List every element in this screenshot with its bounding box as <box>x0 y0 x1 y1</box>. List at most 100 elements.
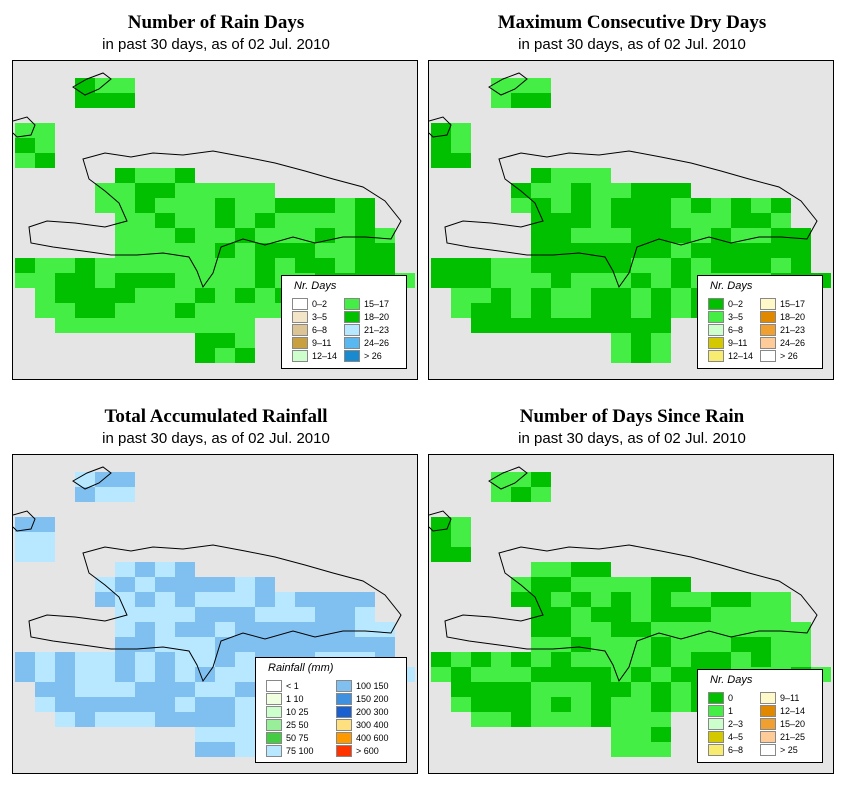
grid-cell <box>195 348 215 363</box>
grid-cell <box>531 198 551 213</box>
grid-cell <box>531 712 551 727</box>
grid-cell <box>135 273 155 288</box>
grid-cell <box>335 637 355 652</box>
grid-cell <box>315 258 335 273</box>
grid-cell <box>235 258 255 273</box>
legend-label: 6–8 <box>312 325 328 335</box>
grid-cell <box>791 228 811 243</box>
grid-cell <box>215 288 235 303</box>
grid-cell <box>731 213 751 228</box>
grid-cell <box>255 213 275 228</box>
grid-cell <box>591 592 611 607</box>
grid-cell <box>771 213 791 228</box>
grid-cell <box>115 667 135 682</box>
grid-cell <box>591 712 611 727</box>
grid-cell <box>511 78 531 93</box>
grid-cell <box>511 667 531 682</box>
grid-cell <box>275 198 295 213</box>
legend: Rainfall (mm) < 1 1 10 10 25 25 50 50 75 75 1… <box>255 657 407 763</box>
grid-cell <box>315 198 335 213</box>
grid-cell <box>651 682 671 697</box>
legend-swatch <box>266 706 282 718</box>
grid-cell <box>355 592 375 607</box>
grid-cell <box>355 622 375 637</box>
grid-cell <box>451 517 471 532</box>
grid-cell <box>195 637 215 652</box>
grid-cell <box>75 487 95 502</box>
grid-cell <box>155 652 175 667</box>
grid-cell <box>471 273 491 288</box>
grid-cell <box>631 727 651 742</box>
grid-cell <box>155 228 175 243</box>
panel-rain-days: Number of Rain Days in past 30 days, as … <box>12 0 420 383</box>
grid-cell <box>215 333 235 348</box>
grid-cell <box>215 742 235 757</box>
grid-cell <box>531 487 551 502</box>
grid-cell <box>155 667 175 682</box>
grid-cell <box>651 288 671 303</box>
grid-cell <box>115 303 135 318</box>
grid-cell <box>671 607 691 622</box>
grid-cell <box>55 258 75 273</box>
grid-cell <box>55 682 75 697</box>
grid-cell <box>531 637 551 652</box>
grid-cell <box>651 273 671 288</box>
grid-cell <box>651 637 671 652</box>
grid-cell <box>551 637 571 652</box>
legend-swatch <box>760 350 776 362</box>
grid-cell <box>335 607 355 622</box>
grid-cell <box>75 712 95 727</box>
grid-cell <box>551 577 571 592</box>
grid-cell <box>155 198 175 213</box>
grid-cell <box>195 742 215 757</box>
grid-cell <box>235 303 255 318</box>
grid-cell <box>771 243 791 258</box>
grid-cell <box>255 228 275 243</box>
legend-swatch <box>336 732 352 744</box>
legend-label: 2–3 <box>728 719 744 729</box>
island-outline <box>28 150 402 289</box>
grid-cell <box>551 303 571 318</box>
grid-cell <box>491 258 511 273</box>
grid-cell <box>55 667 75 682</box>
legend-swatch <box>344 324 360 336</box>
grid-cell <box>511 472 531 487</box>
grid-cell <box>611 318 631 333</box>
grid-cell <box>115 183 135 198</box>
grid-cell <box>631 682 651 697</box>
grid-cell <box>75 288 95 303</box>
grid-cell <box>611 213 631 228</box>
grid-cell <box>431 258 451 273</box>
legend-swatch <box>708 718 724 730</box>
map-days-since-rain: Nr. Days 0 1 2–3 4–5 6–8 9–11 12–14 15–20 21–25 >… <box>428 454 834 774</box>
grid-cell <box>195 697 215 712</box>
grid-cell <box>791 652 811 667</box>
grid-cell <box>511 712 531 727</box>
panel-title: Number of Rain Days <box>127 12 305 33</box>
legend-label: 0–2 <box>312 299 328 309</box>
grid-cell <box>175 168 195 183</box>
grid-cell <box>531 273 551 288</box>
grid-cell <box>611 333 631 348</box>
grid-cell <box>691 622 711 637</box>
grid-cell <box>491 652 511 667</box>
legend-label: 24–26 <box>364 338 390 348</box>
grid-cell <box>195 183 215 198</box>
grid-cell <box>791 637 811 652</box>
grid-cell <box>255 288 275 303</box>
grid-cell <box>195 303 215 318</box>
grid-cell <box>195 622 215 637</box>
grid-cell <box>631 742 651 757</box>
grid-cell <box>135 577 155 592</box>
legend-swatch <box>344 350 360 362</box>
grid-cell <box>95 592 115 607</box>
grid-cell <box>711 637 731 652</box>
grid-cell <box>591 303 611 318</box>
grid-cell <box>375 243 395 258</box>
grid-cell <box>571 318 591 333</box>
grid-cell <box>215 712 235 727</box>
grid-cell <box>135 183 155 198</box>
grid-cell <box>135 243 155 258</box>
grid-cell <box>235 318 255 333</box>
grid-cell <box>591 697 611 712</box>
